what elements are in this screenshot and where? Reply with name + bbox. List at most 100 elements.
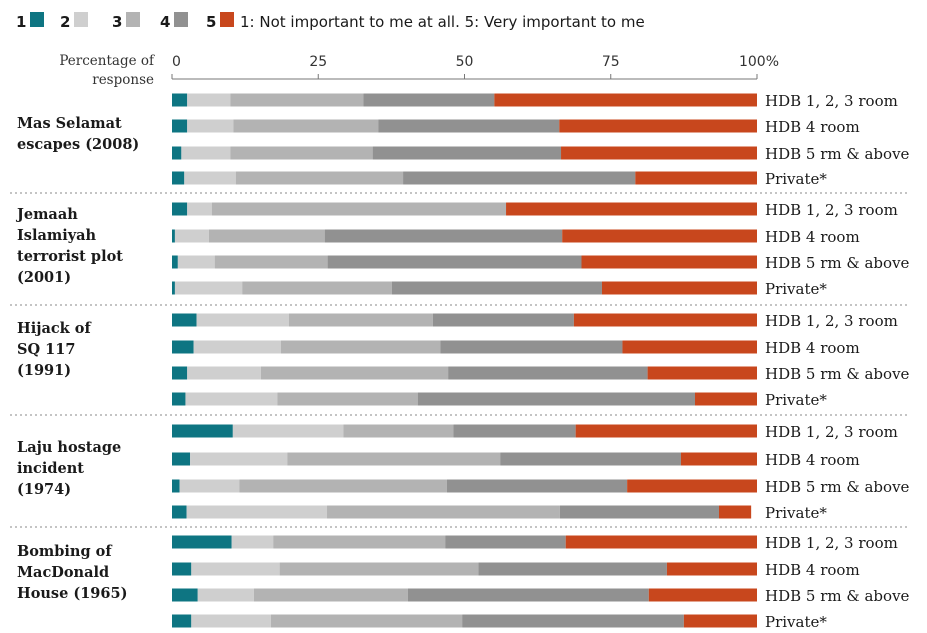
axis-title-line-2: response [92,72,154,88]
bar-g2-r1-s1 [172,202,188,216]
bar-g1-r2-s4 [378,119,560,133]
row-label: HDB 4 room [765,118,860,136]
bar-g5-r1-s1 [172,535,232,549]
bar-g3-r4-s1 [172,392,186,406]
row-label: Private* [765,504,827,522]
bar-g4-r1-s3 [343,424,454,438]
bar-g5-r4-s5 [683,614,757,628]
bar-g5-r3-s2 [197,588,254,602]
bar-g2-r3-s1 [172,255,178,269]
bar-g1-r1-s3 [230,93,364,107]
bar-g5-r3-s1 [172,588,198,602]
bar-g1-r2-s1 [172,119,188,133]
bar-g4-r4-s5 [718,505,752,519]
bar-g3-r4-s2 [185,392,278,406]
tick-label-0: 0 [172,54,181,70]
legend-swatch-5 [220,12,234,27]
bar-g3-r3-s3 [260,366,449,380]
bar-g1-r1-s2 [187,93,231,107]
bar-g5-r4-s2 [191,614,271,628]
group-label-line: (1974) [17,481,71,498]
group-label-line: Hijack of [17,320,92,337]
bar-g2-r2-s2 [174,229,209,243]
bar-g1-r3-s4 [372,146,562,160]
row-label: HDB 4 room [765,228,860,246]
bar-g1-r2-s3 [233,119,379,133]
bar-g1-r2-s5 [559,119,757,133]
row-label: HDB 5 rm & above [765,254,910,272]
bar-g3-r1-s2 [196,313,289,327]
bar-g4-r2-s1 [172,452,191,466]
bar-g3-r4-s3 [277,392,418,406]
bar-g2-r4-s1 [172,281,175,295]
bar-g2-r3-s2 [177,255,215,269]
bar-g3-r3-s5 [647,366,757,380]
row-label: HDB 1, 2, 3 room [765,534,898,552]
bar-g2-r4-s3 [242,281,392,295]
bar-g4-r3-s4 [446,479,628,493]
legend-swatch-2 [74,12,88,27]
legend-swatch-3 [126,12,140,27]
group-label-line: MacDonald [17,564,109,581]
group-label-line: (1991) [17,362,71,379]
axis-title-line-1: Percentage of [59,53,155,69]
group-label-line: Laju hostage [17,439,121,456]
bar-g3-r2-s4 [440,340,623,354]
bar-g5-r2-s2 [191,562,280,576]
bar-g1-r1-s5 [494,93,757,107]
row-label: HDB 4 room [765,451,860,469]
bar-g4-r4-s3 [327,505,560,519]
bar-g3-r3-s2 [187,366,261,380]
bar-g3-r1-s3 [289,313,433,327]
bar-g1-r4-s1 [172,171,185,185]
row-label: HDB 1, 2, 3 room [765,312,898,330]
bar-g2-r4-s2 [174,281,243,295]
bar-g1-r3-s1 [172,146,182,160]
bar-g1-r4-s5 [635,171,757,185]
bar-g4-r4-s4 [559,505,719,519]
bar-g5-r4-s1 [172,614,192,628]
bar-g5-r4-s3 [270,614,463,628]
row-label: HDB 5 rm & above [765,587,910,605]
bar-g4-r2-s4 [500,452,681,466]
row-label: HDB 4 room [765,561,860,579]
bar-g2-r2-s3 [208,229,325,243]
row-label: HDB 5 rm & above [765,145,910,163]
tick-label-100: 100% [739,54,779,70]
row-label: HDB 5 rm & above [765,478,910,496]
legend-note: 1: Not important to me at all. 5: Very i… [240,13,645,31]
bar-g4-r3-s2 [179,479,240,493]
bar-g1-r1-s1 [172,93,188,107]
legend-label-5: 5 [206,13,216,31]
bar-g2-r1-s2 [187,202,212,216]
bar-g5-r2-s3 [279,562,479,576]
row-label: HDB 1, 2, 3 room [765,201,898,219]
row-label: HDB 5 rm & above [765,365,910,383]
row-label: Private* [765,170,827,188]
bar-g3-r1-s4 [432,313,574,327]
bar-g5-r1-s5 [565,535,757,549]
bar-g3-r4-s5 [694,392,757,406]
group-label-line: Mas Selamat [17,115,122,132]
bar-g5-r2-s5 [666,562,757,576]
bar-g3-r2-s1 [172,340,194,354]
bar-g2-r2-s5 [562,229,757,243]
bar-g1-r1-s4 [363,93,495,107]
bar-g3-r2-s2 [193,340,281,354]
bar-g4-r2-s3 [287,452,501,466]
bar-g3-r2-s5 [622,340,757,354]
tick-label-25: 25 [309,54,327,70]
group-label-line: escapes (2008) [17,136,139,153]
group-label-line: SQ 117 [17,341,75,358]
bar-g3-r3-s1 [172,366,188,380]
bar-g2-r3-s5 [581,255,757,269]
bar-g3-r3-s4 [448,366,648,380]
bar-g2-r3-s3 [214,255,328,269]
bar-g1-r4-s3 [235,171,404,185]
bar-g3-r2-s3 [280,340,441,354]
bar-g5-r1-s3 [273,535,446,549]
bar-g2-r1-s5 [506,202,757,216]
bar-g5-r3-s4 [407,588,649,602]
group-label-line: incident [17,460,84,477]
